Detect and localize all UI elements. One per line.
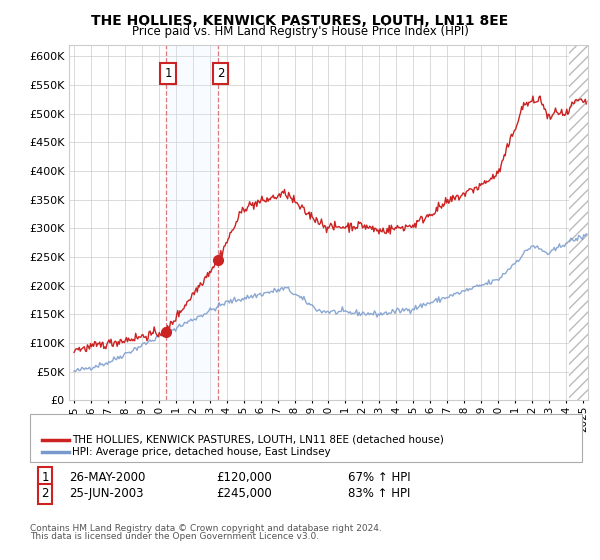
Text: 1: 1 bbox=[164, 67, 172, 80]
Text: 67% ↑ HPI: 67% ↑ HPI bbox=[348, 470, 410, 484]
Text: 26-MAY-2000: 26-MAY-2000 bbox=[69, 470, 145, 484]
Text: THE HOLLIES, KENWICK PASTURES, LOUTH, LN11 8EE (detached house): THE HOLLIES, KENWICK PASTURES, LOUTH, LN… bbox=[72, 435, 444, 445]
Text: 25-JUN-2003: 25-JUN-2003 bbox=[69, 487, 143, 501]
Text: £245,000: £245,000 bbox=[216, 487, 272, 501]
Text: THE HOLLIES, KENWICK PASTURES, LOUTH, LN11 8EE: THE HOLLIES, KENWICK PASTURES, LOUTH, LN… bbox=[91, 14, 509, 28]
Text: Contains HM Land Registry data © Crown copyright and database right 2024.: Contains HM Land Registry data © Crown c… bbox=[30, 524, 382, 533]
Text: This data is licensed under the Open Government Licence v3.0.: This data is licensed under the Open Gov… bbox=[30, 532, 319, 541]
Text: 1: 1 bbox=[41, 470, 49, 484]
Text: Price paid vs. HM Land Registry's House Price Index (HPI): Price paid vs. HM Land Registry's House … bbox=[131, 25, 469, 38]
Text: 2: 2 bbox=[41, 487, 49, 501]
Text: £120,000: £120,000 bbox=[216, 470, 272, 484]
Text: 2: 2 bbox=[217, 67, 224, 80]
Text: 83% ↑ HPI: 83% ↑ HPI bbox=[348, 487, 410, 501]
Text: HPI: Average price, detached house, East Lindsey: HPI: Average price, detached house, East… bbox=[72, 447, 331, 458]
Bar bbox=[166, 45, 218, 400]
